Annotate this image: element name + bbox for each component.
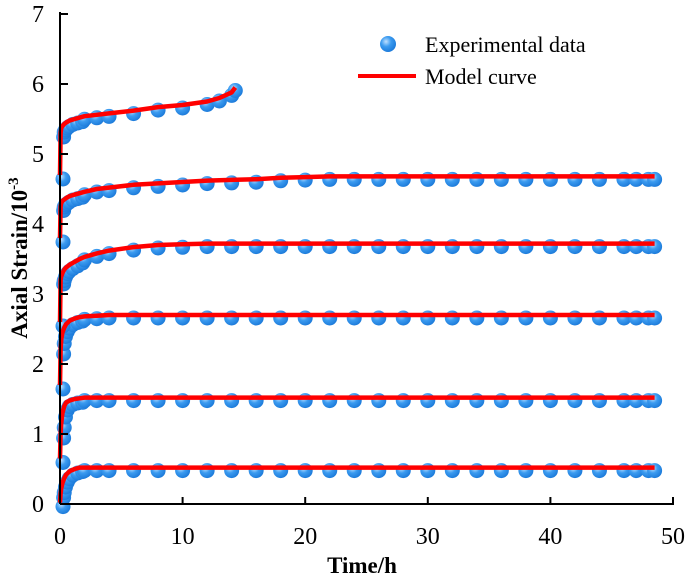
y-tick-label: 2 [32,352,44,378]
legend-experimental-label: Experimental data [425,32,586,57]
experimental-point [55,234,71,250]
model-curves [57,86,655,503]
model-curve-1 [57,465,655,503]
y-tick-label: 1 [32,422,44,448]
legend-model-label: Model curve [425,64,537,89]
x-tick-label: 10 [171,524,195,550]
legend-experimental-marker [380,36,396,52]
y-tick-label: 5 [32,142,44,168]
axis-ticks: 0 10 20 30 40 50 0 1 2 3 4 5 6 7 [32,2,685,550]
y-tick-label: 7 [32,2,44,28]
x-axis-title: Time/h [327,553,397,578]
y-tick-label: 6 [32,72,44,98]
model-curve-4 [57,241,655,323]
x-tick-label: 40 [538,524,562,550]
y-tick-label: 0 [32,492,44,518]
x-tick-label: 50 [661,524,685,550]
experimental-point [55,381,71,397]
y-axis-title-main: Axial Strain/10 [7,190,32,339]
model-curve-3 [57,312,655,386]
experimental-markers [55,83,663,515]
x-tick-label: 20 [293,524,317,550]
y-tick-label: 4 [32,212,44,238]
y-tick-label: 3 [32,282,44,308]
y-axis-title-exponent: -3 [6,177,22,190]
experimental-point [55,171,71,187]
model-curve-2 [57,395,655,459]
legend: Experimental data Model curve [358,32,586,89]
x-tick-label: 30 [416,524,440,550]
experimental-point [55,455,71,470]
y-axis-title: Axial Strain/10-3 [6,177,32,338]
model-curve-6 [57,86,238,176]
x-tick-label: 0 [54,524,66,550]
model-curve-5 [57,174,655,239]
